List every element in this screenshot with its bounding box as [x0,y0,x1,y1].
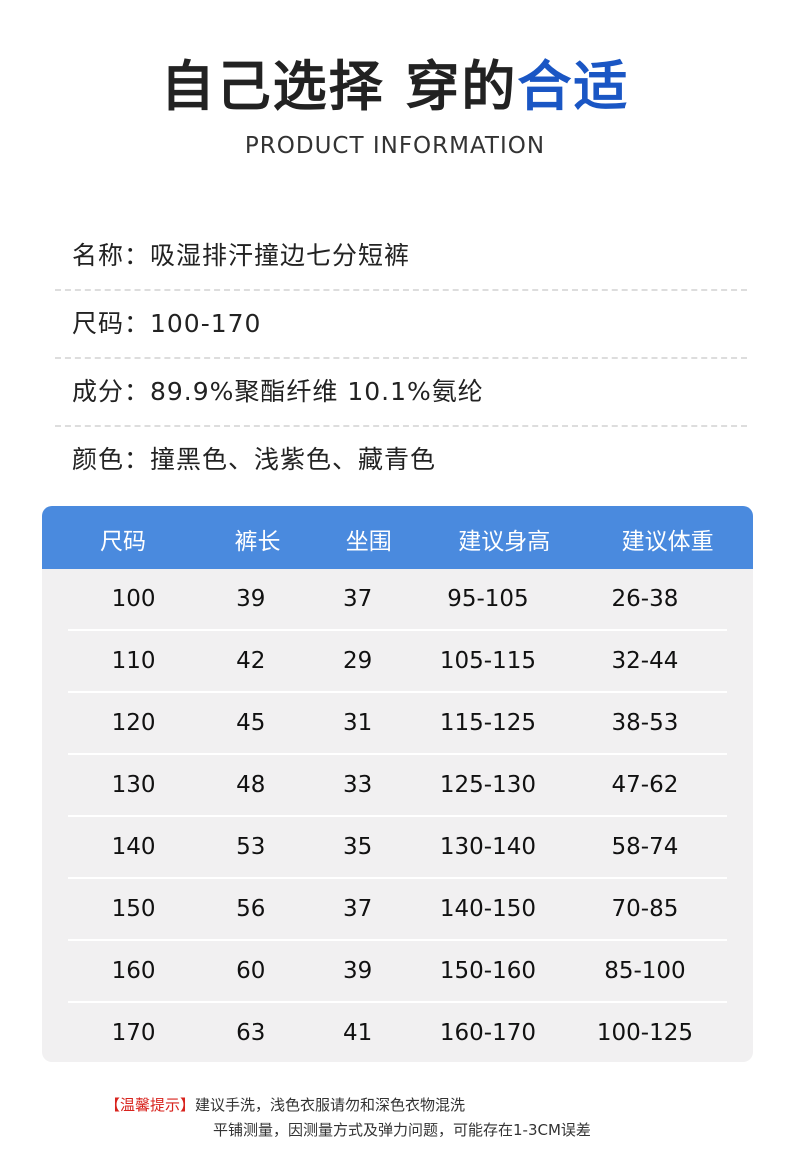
table-cell: 56 [236,896,266,922]
table-cell: 140-150 [439,896,536,922]
tip-line1: 建议手洗，浅色衣服请勿和深色衣物混洗 [195,1096,466,1114]
column-header: 坐围 [345,529,392,555]
title-highlight: 合适 [517,55,630,118]
info-size: 尺码：100-170 [55,291,747,359]
table-cell: 58-74 [611,834,679,860]
table-row: 170 63 41 160-170 100-125 [68,1003,727,1062]
table-cell: 130-140 [439,834,536,860]
table-cell: 41 [343,1020,373,1046]
table-cell: 45 [236,710,266,736]
table-cell: 38-53 [611,710,679,736]
table-cell: 130 [111,772,156,798]
table-cell: 47-62 [611,772,679,798]
table-cell: 120 [111,710,156,736]
table-cell: 85-100 [604,958,686,984]
size-table: 尺码 裤长 坐围 建议身高 建议体重 100 39 37 95-105 26-38 110 42 29… [42,506,753,1062]
table-cell: 150 [111,896,156,922]
table-cell: 95-105 [447,586,529,612]
table-cell: 26-38 [611,586,679,612]
table-cell: 170 [111,1020,156,1046]
tip-line2: 平铺测量，因测量方式及弹力问题，可能存在1-3CM误差 [213,1121,591,1139]
column-header: 裤长 [234,529,281,555]
table-row: 120 45 31 115-125 38-53 [68,693,727,755]
table-cell: 32-44 [611,648,679,674]
table-row: 130 48 33 125-130 47-62 [68,755,727,817]
column-header: 建议身高 [458,529,551,555]
table-cell: 37 [343,896,373,922]
table-row: 140 53 35 130-140 58-74 [68,817,727,879]
table-cell: 160 [111,958,156,984]
table-cell: 115-125 [439,710,536,736]
table-row: 110 42 29 105-115 32-44 [68,631,727,693]
column-header: 尺码 [99,529,146,555]
table-cell: 125-130 [439,772,536,798]
column-header: 建议体重 [621,529,714,555]
table-cell: 48 [236,772,266,798]
table-cell: 31 [343,710,373,736]
table-cell: 110 [111,648,156,674]
tip-label: 【温馨提示】 [105,1096,196,1114]
table-header: 尺码 裤长 坐围 建议身高 建议体重 [42,506,753,569]
table-cell: 35 [343,834,373,860]
table-cell: 29 [343,648,373,674]
tip-note: 【温馨提示】建议手洗，浅色衣服请勿和深色衣物混洗 平铺测量，因测量方式及弹力问题… [105,1093,591,1143]
table-cell: 100 [111,586,156,612]
table-cell: 37 [343,586,373,612]
page-title: 自己选择 穿的合适 [0,42,790,121]
table-cell: 39 [343,958,373,984]
table-body: 100 39 37 95-105 26-38 110 42 29 105-115 32-44 120… [42,569,753,1062]
table-cell: 39 [236,586,266,612]
info-color: 颜色：撞黑色、浅紫色、藏青色 [72,445,437,474]
table-cell: 105-115 [439,648,536,674]
table-cell: 53 [236,834,266,860]
table-row: 100 39 37 95-105 26-38 [68,569,727,631]
table-cell: 100-125 [596,1020,694,1046]
table-cell: 33 [343,772,373,798]
table-cell: 63 [236,1020,266,1046]
info-material: 成分：89.9%聚酯纤维 10.1%氨纶 [55,359,747,427]
table-row: 160 60 39 150-160 85-100 [68,941,727,1003]
table-cell: 150-160 [439,958,536,984]
table-cell: 160-170 [439,1020,536,1046]
subtitle: PRODUCT INFORMATION [244,133,546,159]
info-name: 名称：吸湿排汗撞边七分短裤 [55,223,747,291]
table-cell: 42 [236,648,266,674]
table-cell: 140 [111,834,156,860]
product-info: 名称：吸湿排汗撞边七分短裤 尺码：100-170 成分：89.9%聚酯纤维 10… [55,223,747,493]
table-cell: 70-85 [611,896,679,922]
table-cell: 60 [236,958,266,984]
table-row: 150 56 37 140-150 70-85 [68,879,727,941]
title-text: 自己选择 穿的 [160,55,518,118]
